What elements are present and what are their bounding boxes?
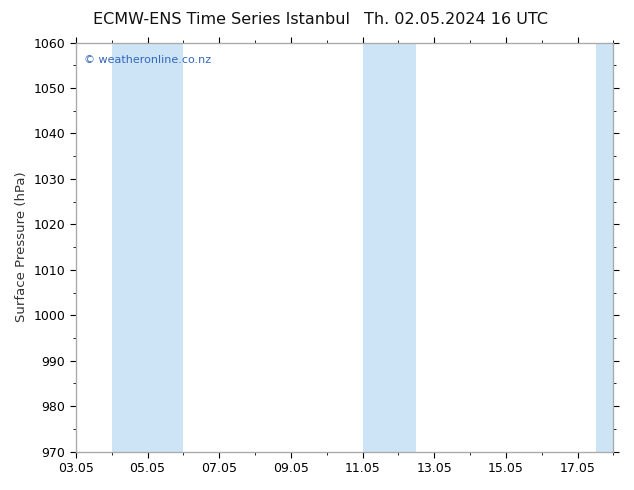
- Text: Th. 02.05.2024 16 UTC: Th. 02.05.2024 16 UTC: [365, 12, 548, 27]
- Y-axis label: Surface Pressure (hPa): Surface Pressure (hPa): [15, 172, 28, 322]
- Bar: [363, 43, 417, 452]
- Bar: [112, 43, 183, 452]
- Text: © weatheronline.co.nz: © weatheronline.co.nz: [84, 55, 211, 65]
- Bar: [595, 43, 614, 452]
- Text: ECMW-ENS Time Series Istanbul: ECMW-ENS Time Series Istanbul: [93, 12, 351, 27]
